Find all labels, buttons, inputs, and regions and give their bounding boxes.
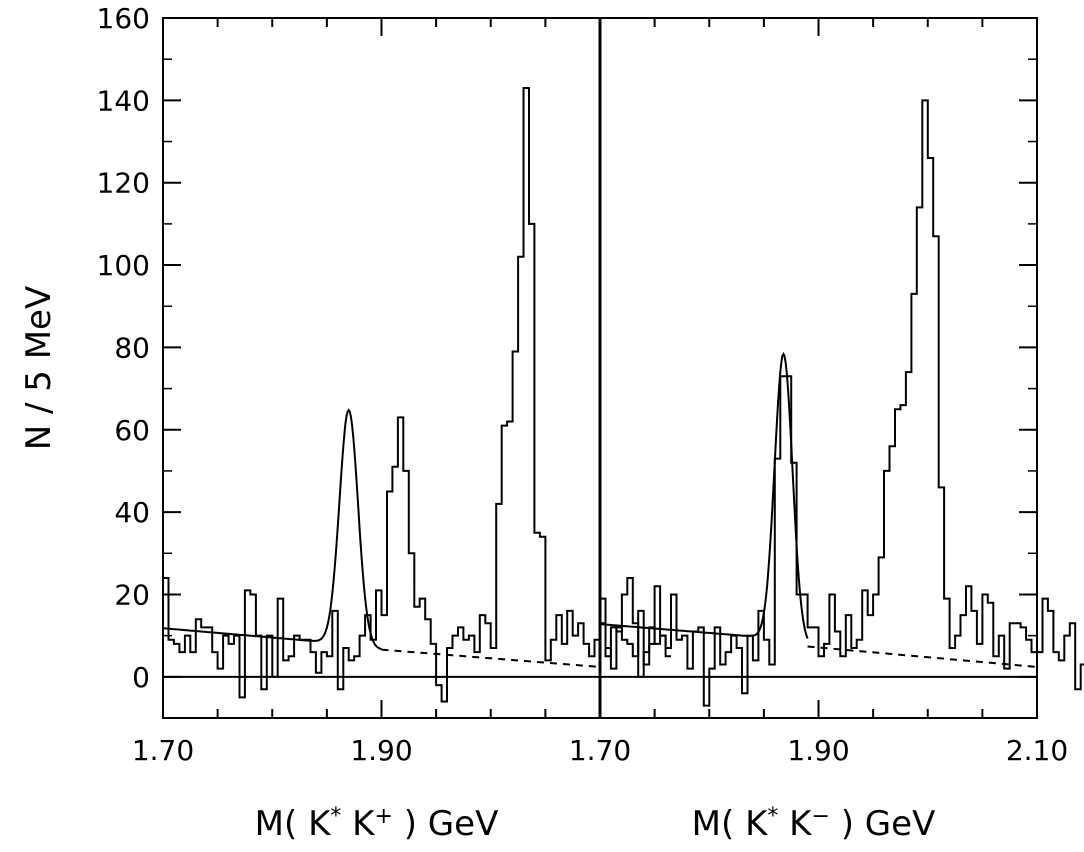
plot-frame: 0 20 40 60 80 100 120 140 160 [97,2,1038,719]
y-tick-label: 0 [132,661,150,694]
y-tick-label: 140 [97,84,150,117]
y-axis-label: N / 5 MeV [19,286,59,450]
x-tick-label: 1.90 [350,734,412,767]
x-axis-label-superscript: − [811,804,829,829]
y-tick-label: 80 [114,331,150,364]
histogram-series [600,99,1084,707]
x-axis-label-part: K [341,804,376,844]
x-axis-label-part: M( K [692,804,769,844]
x-axis-label: M( K* K+ ) GeV [255,804,499,844]
y-tick-label: 40 [114,496,150,529]
fit-curve [599,351,809,639]
x-tick-label: 1.70 [569,734,631,767]
panel-2: 1.70 1.90 2.10 M( K* K− ) GeV [569,18,1084,844]
x-axis-label-superscript: * [767,804,778,829]
background-dashed [381,648,601,668]
y-tick-label: 160 [97,2,150,35]
y-tick-label: 20 [114,578,150,611]
x-axis-label: M( K* K− ) GeV [692,804,936,844]
fit-curve [162,408,382,651]
y-tick-label: 120 [97,167,150,200]
x-axis-label-part: ) GeV [393,804,498,844]
x-axis-label-part: ) GeV [830,804,935,844]
x-axis-label-superscript: + [374,804,392,829]
x-tick-label: 1.70 [132,734,194,767]
x-axis-label-part: K [778,804,813,844]
y-tick-label: 60 [114,414,150,447]
x-tick-label: 2.10 [1006,734,1068,767]
y-tick-label: 100 [97,249,150,282]
x-axis-label-superscript: * [330,804,341,829]
histogram-series [163,87,671,703]
panel-1: 1.70 1.90 M( K* K+ ) GeV [132,18,671,844]
x-axis-label-part: M( K [255,804,332,844]
x-tick-label: 1.90 [787,734,849,767]
